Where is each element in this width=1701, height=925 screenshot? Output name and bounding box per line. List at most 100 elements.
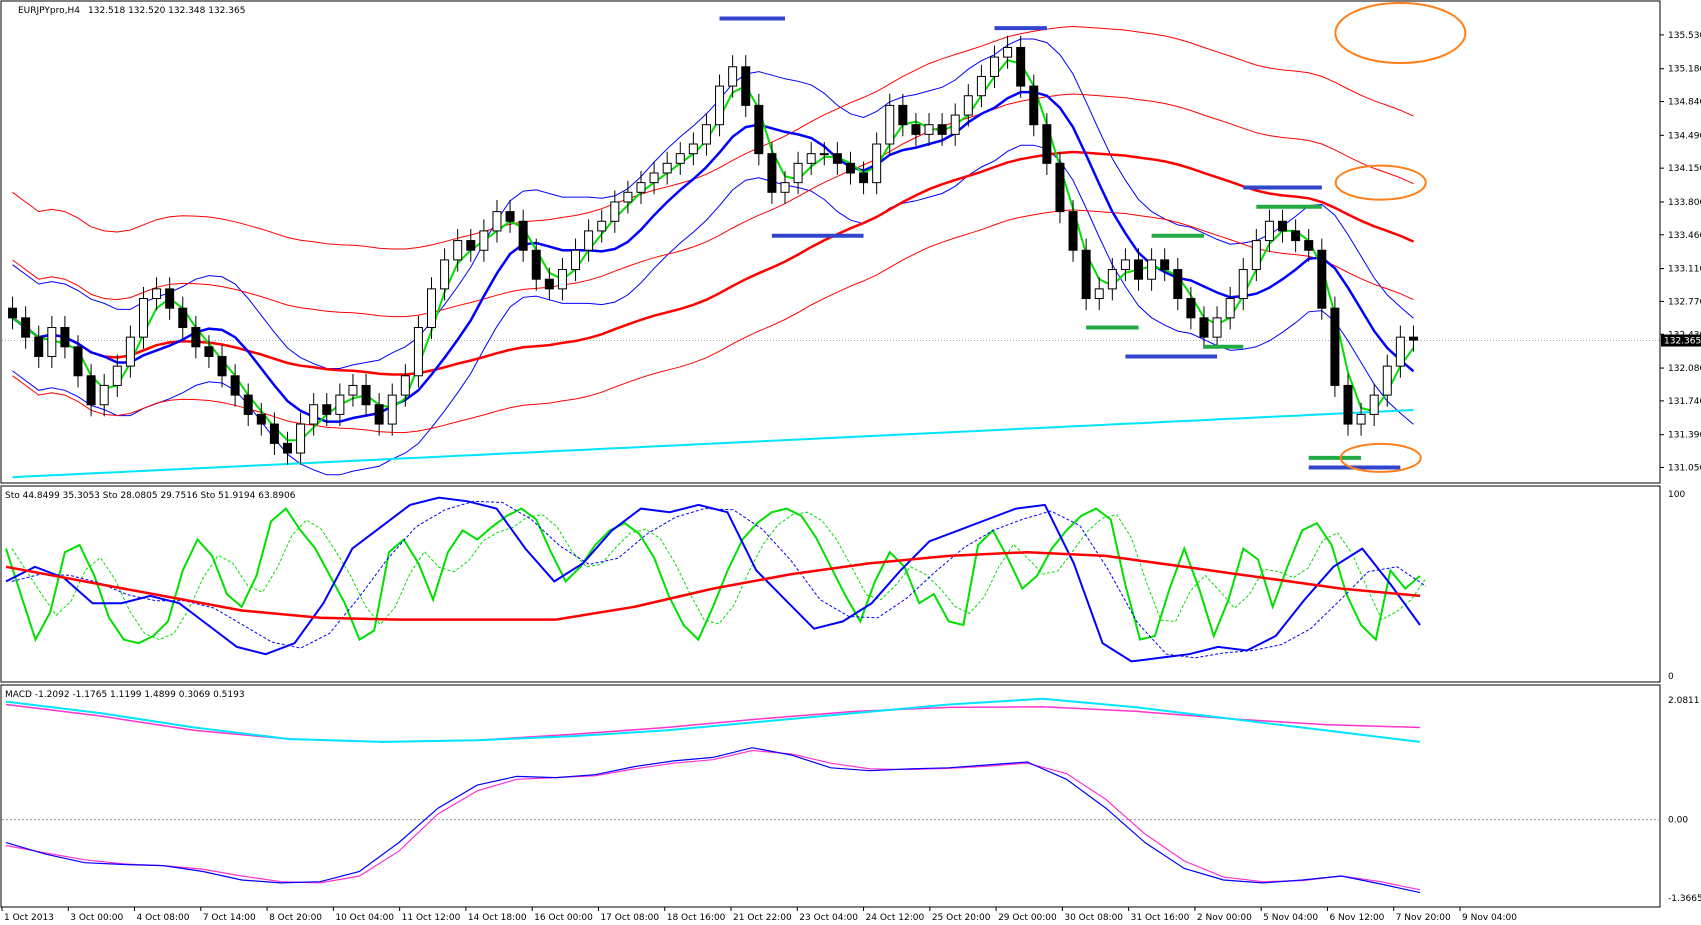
stochastic-line	[5, 507, 1421, 645]
current-price-tag	[1661, 334, 1701, 347]
price-tick-label: 132.770	[1668, 297, 1701, 307]
price-panel	[0, 0, 1661, 484]
candle-body	[793, 162, 803, 184]
price-tick-label: 131.050	[1668, 464, 1701, 474]
candle-body	[1251, 240, 1261, 271]
time-tick-label: 4 Oct 08:00	[137, 913, 190, 923]
candle-body	[1278, 220, 1288, 232]
time-tick-label: 5 Nov 04:00	[1263, 913, 1318, 923]
chart-annotations	[719, 1, 1467, 473]
candle-body	[963, 95, 973, 116]
candle-body	[8, 307, 18, 319]
time-tick-label: 9 Nov 04:00	[1462, 913, 1517, 923]
price-tick-label: 135.530	[1668, 31, 1701, 41]
candle-body	[859, 172, 869, 184]
candle-body	[374, 404, 384, 425]
candle-body	[1107, 269, 1117, 290]
candle-body	[86, 375, 96, 406]
candle-body	[1147, 259, 1157, 280]
candle-body	[584, 230, 594, 251]
time-tick-label: 17 Oct 08:00	[600, 913, 659, 923]
candle-body	[479, 230, 489, 251]
candle-body	[1382, 365, 1392, 396]
candle-body	[1029, 85, 1039, 126]
red-band-mid-upper	[12, 93, 1414, 318]
red-band-upper	[12, 25, 1414, 250]
price-tick-label: 133.460	[1668, 231, 1701, 241]
candle-body	[767, 153, 777, 193]
candle-body	[911, 124, 921, 135]
candle-body	[1199, 317, 1209, 338]
candle-body	[518, 220, 528, 251]
stochastic-header: Sto 44.8499 35.3053 Sto 28.0805 29.7516 …	[5, 491, 296, 501]
candle-body	[898, 104, 908, 126]
time-tick-label: 7 Oct 14:00	[203, 913, 256, 923]
candle-body	[1160, 259, 1170, 271]
price-tick-label: 134.150	[1668, 164, 1701, 174]
candle-body	[413, 326, 423, 377]
macd-tick-label: 0.00	[1668, 816, 1688, 826]
time-tick-label: 7 Nov 20:00	[1396, 913, 1451, 923]
candle-body	[296, 423, 306, 454]
candle-body	[1225, 298, 1235, 319]
time-tick-label: 31 Oct 16:00	[1131, 913, 1190, 923]
stoch-tick-label: 0	[1668, 672, 1674, 682]
macd-main-line	[5, 747, 1421, 894]
time-tick-label: 10 Oct 04:00	[335, 913, 394, 923]
candle-body	[571, 249, 581, 271]
candle-body	[1264, 220, 1274, 242]
candle-body	[728, 66, 738, 87]
candle-body	[322, 404, 332, 415]
candle-body	[1317, 249, 1327, 309]
candle-body	[688, 143, 698, 155]
candle-body	[361, 384, 371, 406]
time-tick-label: 23 Oct 04:00	[799, 913, 858, 923]
cyan-moving-average	[12, 409, 1414, 479]
macd-lines: 2.0811 0.00 -1.3665	[2, 696, 1701, 904]
blue-band-upper	[12, 38, 1414, 369]
candle-body	[845, 162, 855, 174]
candle-body	[1356, 413, 1366, 425]
candle-body	[178, 307, 188, 328]
time-tick-label: 18 Oct 16:00	[667, 913, 726, 923]
candle-body	[610, 201, 620, 222]
candle-body	[492, 211, 502, 232]
candle-body	[715, 85, 725, 126]
candle-body	[427, 288, 437, 328]
candle-body	[400, 375, 410, 396]
candle-body	[47, 326, 57, 357]
candle-body	[204, 346, 214, 357]
ohlc-header: 132.518 132.520 132.348 132.365	[88, 6, 245, 16]
candle-body	[806, 153, 816, 164]
stochastic-lines: 100 0	[5, 490, 1685, 682]
candle-body	[623, 191, 633, 203]
candle-body	[1395, 336, 1405, 367]
candle-body	[1369, 394, 1379, 415]
candle-body	[138, 298, 148, 338]
candle-body	[1081, 249, 1091, 300]
candle-body	[191, 326, 201, 348]
macd-panel	[0, 684, 1661, 908]
candle-body	[73, 346, 83, 377]
candle-body	[544, 278, 554, 290]
candle-body	[819, 153, 829, 156]
candle-body	[1173, 269, 1183, 300]
candle-body	[1408, 336, 1418, 341]
time-tick-label: 30 Oct 08:00	[1064, 913, 1123, 923]
candle-body	[597, 220, 607, 232]
time-tick-label: 14 Oct 18:00	[468, 913, 527, 923]
candle-body	[1238, 269, 1248, 300]
price-tick-label: 131.390	[1668, 431, 1701, 441]
candle-body	[309, 404, 319, 425]
candle-body	[741, 66, 751, 106]
candle-body	[885, 104, 895, 145]
candle-body	[348, 384, 358, 396]
stochastic-signal-line	[11, 500, 1427, 659]
candle-body	[636, 182, 646, 193]
time-tick-label: 25 Oct 20:00	[932, 913, 991, 923]
time-tick-label: 29 Oct 00:00	[998, 913, 1057, 923]
candle-body	[872, 143, 882, 184]
candle-body	[466, 240, 476, 251]
macd-tick-label: 2.0811	[1668, 696, 1700, 706]
candle-body	[937, 124, 947, 135]
